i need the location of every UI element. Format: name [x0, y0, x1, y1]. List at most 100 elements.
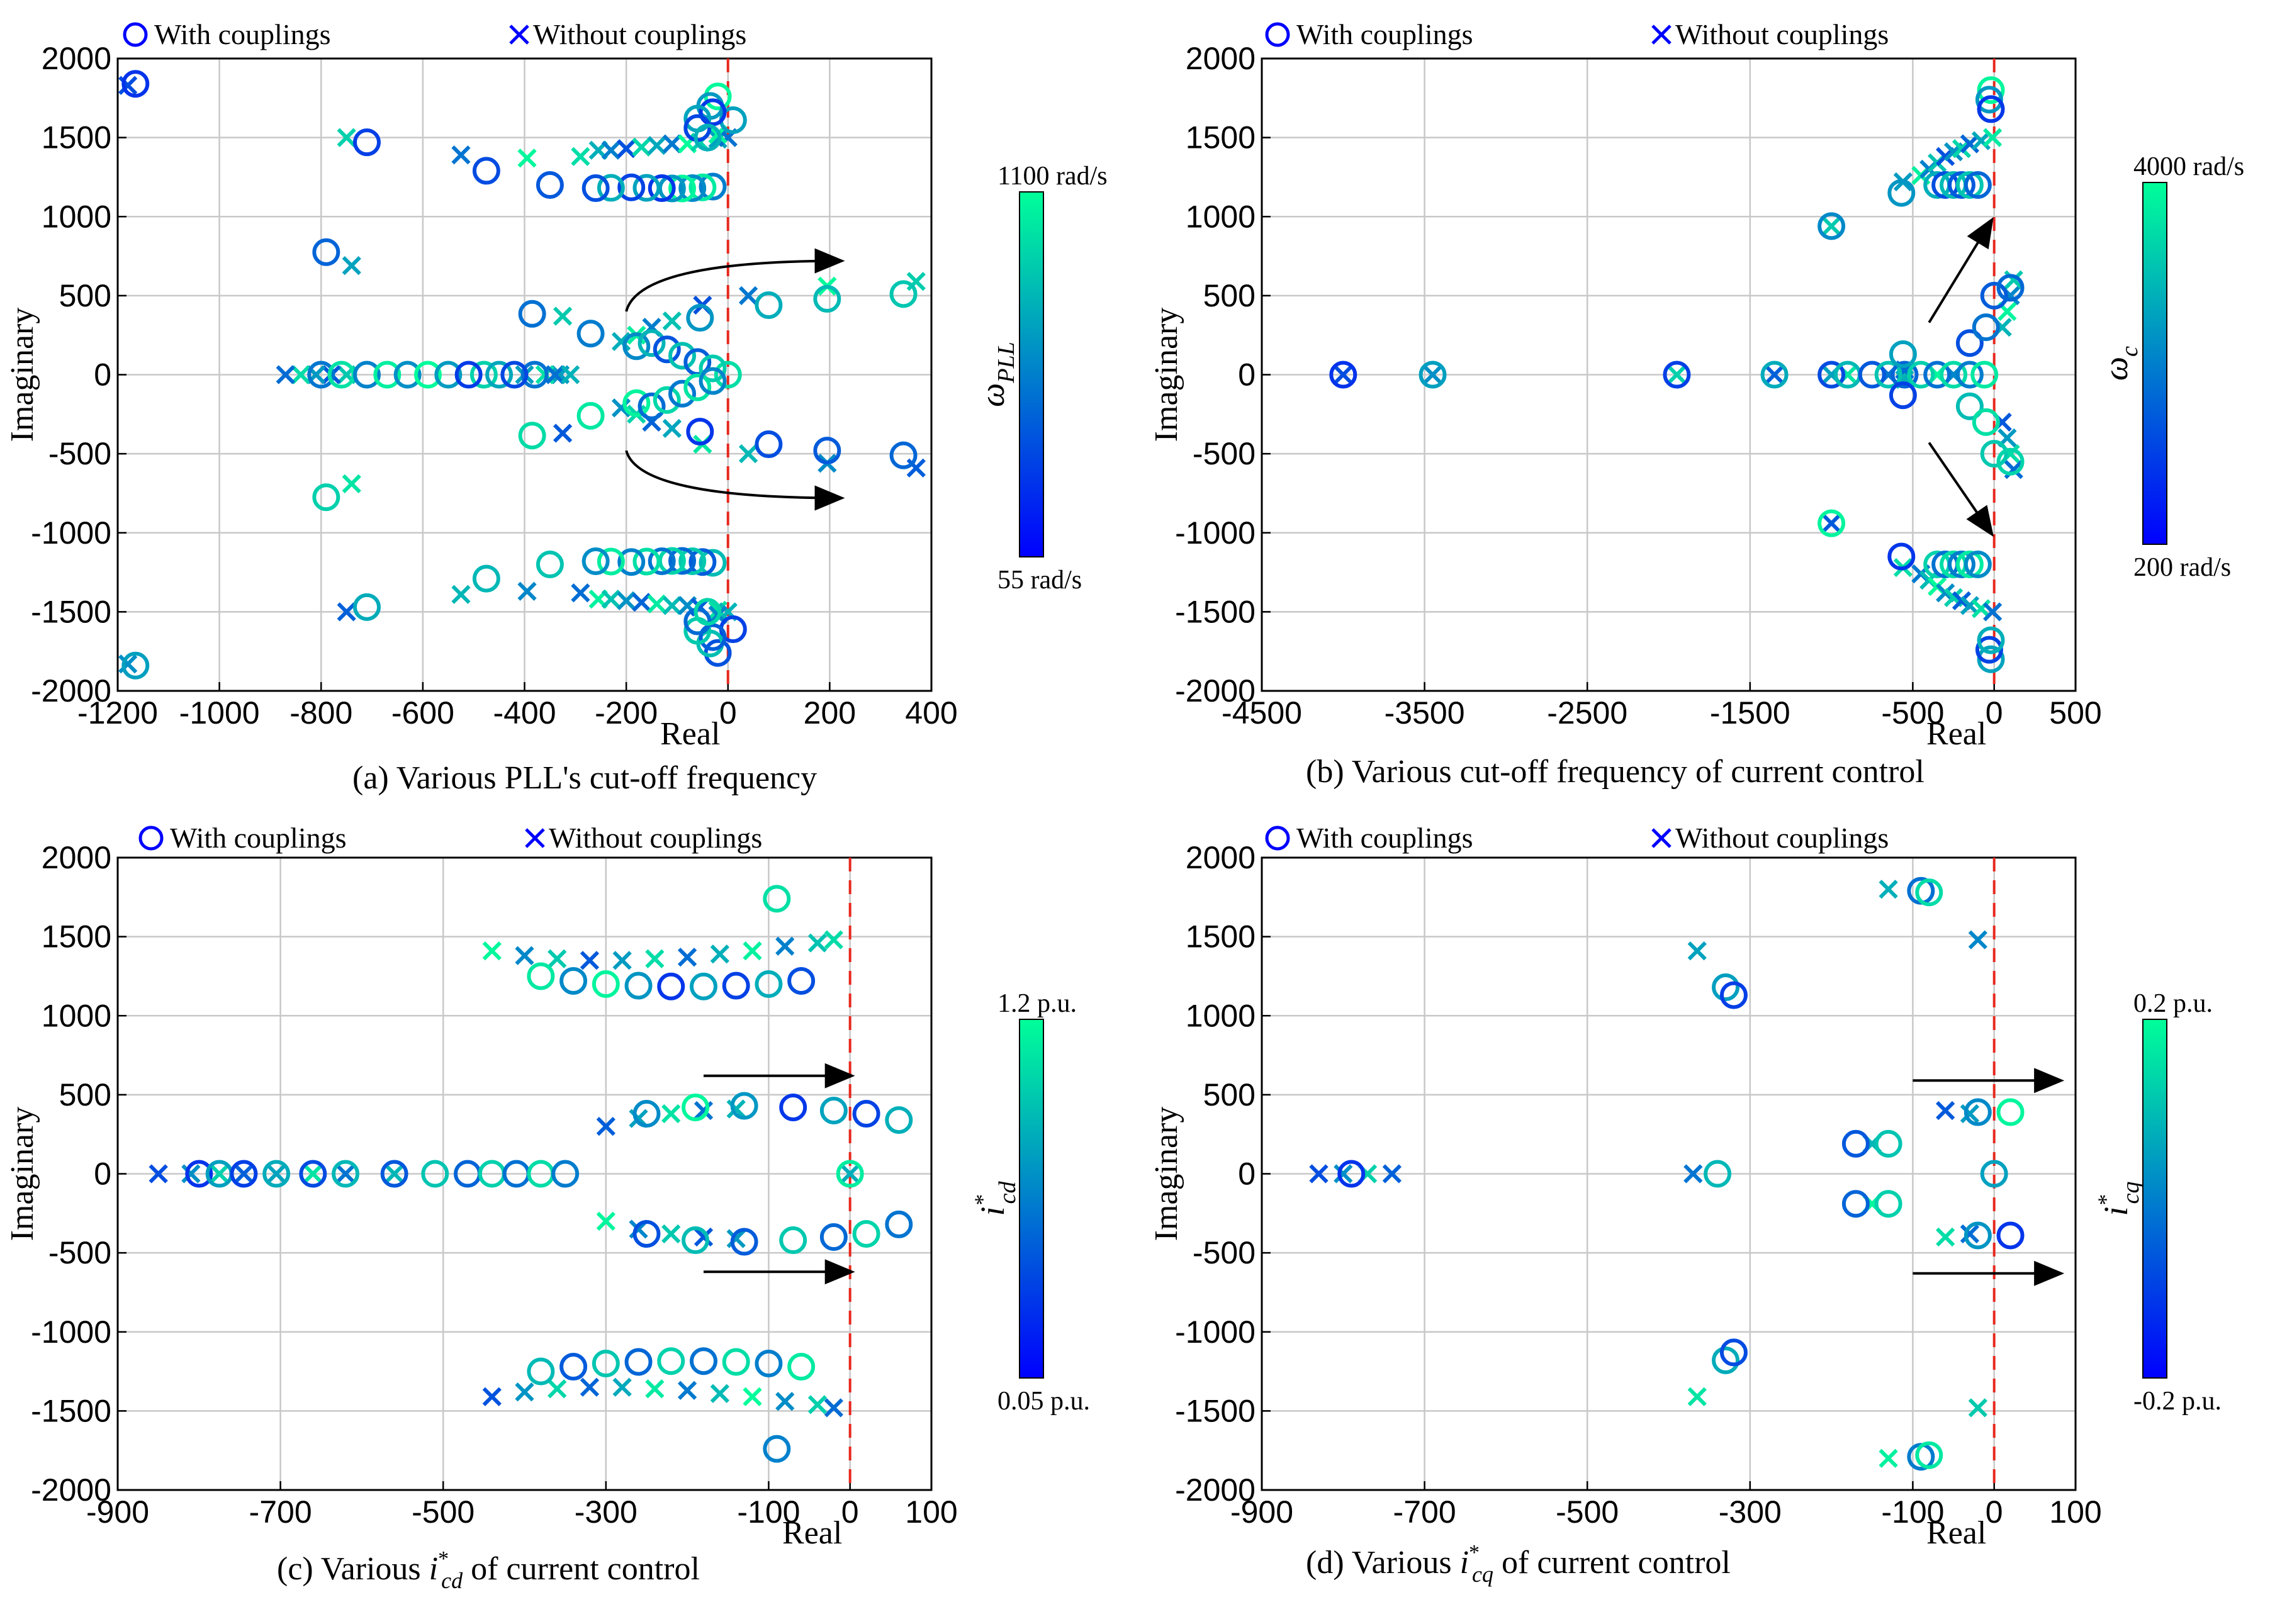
y-tick-label: 500 [1203, 278, 1256, 313]
marker-without-coupling [775, 1392, 795, 1411]
y-tick-label: -500 [1193, 1235, 1256, 1270]
legend: With couplings Without couplings [1265, 822, 1889, 854]
marker-with-coupling [518, 422, 546, 450]
y-tick-label: 2000 [1186, 840, 1256, 875]
marker-without-coupling [632, 593, 651, 612]
marker-with-coupling [1977, 76, 2005, 104]
marker-without-coupling [824, 1398, 843, 1418]
x-tick-label: 500 [2049, 695, 2101, 731]
marker-with-coupling [352, 593, 381, 621]
x-tick-label: -2500 [1547, 695, 1627, 731]
y-tick-label: 0 [1238, 1156, 1256, 1192]
y-tick-label: 1500 [1186, 919, 1256, 955]
y-tick-label: 2000 [1186, 41, 1256, 76]
marker-without-coupling [612, 1377, 632, 1397]
y-tick-label: 2000 [42, 840, 111, 875]
colorbar-min-label: 0.05 p.u. [997, 1387, 1090, 1416]
marker-without-coupling [1968, 930, 1987, 949]
marker-with-coupling [1704, 1160, 1732, 1188]
marker-without-coupling [571, 147, 590, 166]
marker-with-coupling [597, 547, 625, 576]
marker-without-coupling [515, 1382, 534, 1402]
marker-with-coupling [454, 361, 483, 389]
chart-panel-c: -900 -700 -500 -300 -100 0 100-2000-1500-1000-… [4, 822, 1090, 1593]
trend-arrow [625, 450, 845, 511]
y-tick-label: -1000 [1175, 1314, 1256, 1350]
x-tick-label: -700 [1393, 1494, 1456, 1530]
trend-arrow [1928, 442, 1994, 537]
marker-with-coupling [413, 361, 442, 389]
marker-without-coupling [1687, 941, 1707, 961]
x-tick-label: -500 [1556, 1494, 1619, 1530]
y-tick-label: -500 [48, 436, 111, 471]
marker-without-coupling [596, 1117, 615, 1136]
colorbar-gradient [1019, 191, 1044, 557]
y-tick-label: 0 [94, 1156, 111, 1192]
marker-without-coupling [337, 602, 356, 622]
marker-with-coupling [699, 549, 727, 577]
marker-without-coupling [1687, 1387, 1707, 1406]
marker-with-coupling [1663, 361, 1691, 389]
marker-with-coupling [852, 1219, 880, 1248]
marker-with-coupling [1964, 171, 1992, 199]
marker-with-coupling [380, 1160, 408, 1188]
marker-without-coupling [1982, 128, 2003, 147]
marker-with-coupling [657, 972, 685, 1000]
marker-without-coupling [1683, 1164, 1703, 1184]
marker-with-coupling [885, 1210, 913, 1238]
marker-without-coupling [775, 936, 795, 956]
marker-without-coupling [1334, 1164, 1353, 1184]
marker-with-coupling [653, 335, 681, 364]
x-tick-label: 0 [1986, 1494, 2003, 1530]
marker-with-coupling [1915, 1441, 1943, 1469]
marker-with-coupling [576, 401, 605, 430]
marker-without-coupling [1765, 365, 1784, 384]
marker-with-coupling [1923, 361, 1952, 389]
marker-with-coupling [1964, 1221, 1992, 1250]
marker-with-coupling [1947, 171, 1975, 199]
marker-with-coupling [694, 598, 722, 626]
marker-without-coupling [1667, 365, 1687, 384]
marker-with-coupling [352, 361, 381, 389]
y-tick-label: 500 [59, 1077, 111, 1112]
marker-without-coupling [181, 1164, 201, 1184]
marker-without-coupling [291, 365, 311, 384]
x-tick-label: -900 [86, 1494, 149, 1530]
marker-with-coupling [1972, 313, 2000, 342]
y-tick-label: -1500 [1175, 594, 1256, 629]
marker-without-coupling [517, 581, 537, 601]
marker-without-coupling [1960, 1104, 1980, 1124]
marker-with-coupling [779, 1226, 807, 1255]
marker-without-coupling [743, 1387, 762, 1406]
x-tick-label: -100 [1881, 1494, 1944, 1530]
x-tick-label: -400 [493, 695, 556, 731]
marker-with-coupling [1972, 408, 2000, 436]
marker-without-coupling [1968, 1398, 1987, 1418]
marker-with-coupling [352, 128, 381, 157]
marker-with-coupling [472, 157, 500, 185]
marker-with-coupling [1889, 340, 1917, 368]
y-tick-label: -1500 [31, 594, 111, 629]
marker-without-coupling [677, 1380, 697, 1400]
marker-with-coupling [648, 174, 676, 203]
x-tick-label: -1000 [179, 695, 260, 731]
marker-with-coupling [714, 361, 742, 389]
y-tick-label: -1000 [31, 515, 111, 551]
x-tick-label: -700 [249, 1494, 312, 1530]
marker-with-coupling [1887, 179, 1916, 207]
x-axis-label: Real [1926, 1515, 1986, 1551]
legend-with-couplings: With couplings [170, 822, 347, 854]
y-tick-label: -2000 [1175, 1472, 1256, 1508]
marker-with-coupling [678, 174, 707, 203]
marker-with-coupling [763, 885, 791, 913]
x-tick-label: -900 [1230, 1494, 1293, 1530]
marker-with-coupling [421, 1160, 449, 1188]
marker-with-coupling [434, 361, 463, 389]
x-tick-label: -500 [412, 1494, 475, 1530]
marker-without-coupling [662, 311, 682, 331]
marker-without-coupling [807, 933, 828, 953]
colorbar-title: i*cd [970, 1181, 1021, 1216]
marker-with-coupling [520, 361, 549, 389]
marker-without-coupling [743, 941, 762, 961]
marker-with-coupling [307, 361, 335, 389]
